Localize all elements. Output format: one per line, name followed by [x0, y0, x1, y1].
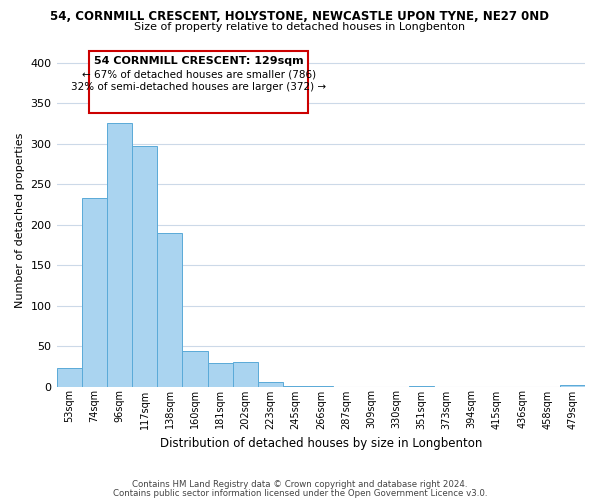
Text: 54, CORNMILL CRESCENT, HOLYSTONE, NEWCASTLE UPON TYNE, NE27 0ND: 54, CORNMILL CRESCENT, HOLYSTONE, NEWCAS… — [50, 10, 550, 23]
Bar — [82, 198, 107, 386]
Bar — [107, 124, 132, 386]
Text: Contains HM Land Registry data © Crown copyright and database right 2024.: Contains HM Land Registry data © Crown c… — [132, 480, 468, 489]
Bar — [560, 385, 585, 386]
Text: ← 67% of detached houses are smaller (786): ← 67% of detached houses are smaller (78… — [82, 70, 316, 80]
FancyBboxPatch shape — [89, 50, 308, 113]
Bar — [233, 362, 258, 386]
Text: Contains public sector information licensed under the Open Government Licence v3: Contains public sector information licen… — [113, 488, 487, 498]
X-axis label: Distribution of detached houses by size in Longbenton: Distribution of detached houses by size … — [160, 437, 482, 450]
Text: Size of property relative to detached houses in Longbenton: Size of property relative to detached ho… — [134, 22, 466, 32]
Bar — [182, 351, 208, 386]
Bar — [157, 232, 182, 386]
Bar — [132, 146, 157, 386]
Bar — [56, 368, 82, 386]
Text: 32% of semi-detached houses are larger (372) →: 32% of semi-detached houses are larger (… — [71, 82, 326, 92]
Y-axis label: Number of detached properties: Number of detached properties — [15, 133, 25, 308]
Bar — [258, 382, 283, 386]
Text: 54 CORNMILL CRESCENT: 129sqm: 54 CORNMILL CRESCENT: 129sqm — [94, 56, 304, 66]
Bar — [208, 363, 233, 386]
